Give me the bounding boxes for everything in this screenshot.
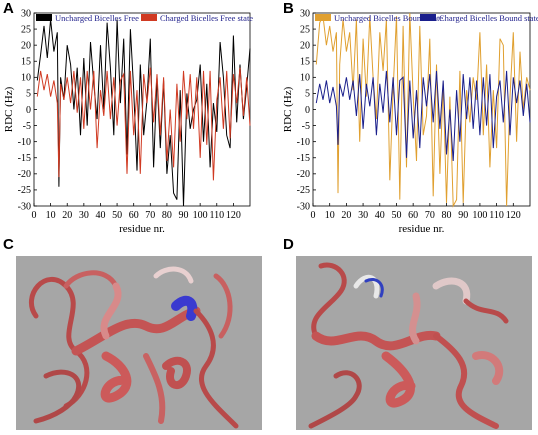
y-tick-label: -15 (297, 153, 310, 164)
panel-label-c: C (3, 236, 14, 253)
y-tick-label: 20 (300, 40, 310, 51)
x-tick-label: 80 (162, 210, 172, 221)
y-tick-label: 5 (305, 89, 310, 100)
y-tick-label: -30 (18, 201, 31, 212)
y-tick-label: -15 (18, 153, 31, 164)
legend-label-1: Uncharged Bicelles Bound state (334, 13, 443, 23)
y-tick-label: -25 (297, 185, 310, 196)
x-axis-label: residue nr. (119, 223, 165, 235)
series-line-1 (315, 12, 531, 208)
x-tick-label: 0 (311, 210, 316, 221)
x-tick-label: 110 (489, 210, 504, 221)
x-tick-label: 0 (32, 210, 37, 221)
x-tick-label: 50 (391, 210, 401, 221)
protein-ribbon-c-icon (28, 266, 239, 429)
y-tick-label: 25 (300, 24, 310, 35)
series-line-1 (36, 19, 251, 207)
x-tick-label: 10 (46, 210, 56, 221)
x-tick-label: 20 (341, 210, 351, 221)
panel-label-d: D (283, 236, 294, 253)
x-tick-label: 100 (472, 210, 487, 221)
x-tick-label: 30 (358, 210, 368, 221)
panel-label-a: A (3, 0, 14, 17)
x-tick-label: 40 (95, 210, 105, 221)
x-tick-label: 120 (506, 210, 521, 221)
y-tick-label: 25 (21, 24, 31, 35)
y-tick-label: 0 (305, 105, 310, 116)
x-tick-label: 90 (179, 210, 189, 221)
y-tick-label: 5 (26, 89, 31, 100)
chart-a: -30 -25 -20 -15 -10 -5 0 5 10 15 20 25 30 0 10 20 30 40 50… (3, 8, 253, 235)
y-tick-label: 20 (21, 40, 31, 51)
protein-ribbon-d-icon (308, 262, 509, 429)
y-tick-label: 10 (300, 73, 310, 84)
legend-swatch-1 (36, 14, 52, 21)
x-tick-label: 90 (458, 210, 468, 221)
y-axis-label: RDC (Hz) (3, 86, 15, 132)
y-tick-label: -20 (297, 169, 310, 180)
x-tick-label: 60 (408, 210, 418, 221)
x-tick-label: 80 (442, 210, 452, 221)
series-line-2 (36, 67, 251, 181)
x-tick-label: 20 (62, 210, 72, 221)
y-tick-label: 15 (21, 57, 31, 68)
x-tick-label: 110 (209, 210, 224, 221)
legend-label-1: Uncharged Bicelles Free state (55, 13, 157, 23)
protein-image-c (16, 256, 262, 430)
y-tick-label: -30 (297, 201, 310, 212)
x-tick-label: 70 (425, 210, 435, 221)
legend-swatch-2 (420, 14, 436, 21)
x-tick-label: 10 (325, 210, 335, 221)
y-tick-label: -20 (18, 169, 31, 180)
y-tick-label: 30 (300, 8, 310, 19)
legend-label-2: Charged Bicelles Free state (160, 13, 253, 23)
y-tick-label: 15 (300, 57, 310, 68)
x-axis-label: residue nr. (399, 223, 445, 235)
legend-swatch-1 (315, 14, 331, 21)
y-axis-label: RDC (Hz) (282, 86, 294, 132)
legend-swatch-2 (141, 14, 157, 21)
x-tick-label: 100 (193, 210, 208, 221)
y-tick-label: -10 (297, 137, 310, 148)
x-tick-label: 120 (226, 210, 241, 221)
legend-label-2: Charged Bicelles Bound state (439, 13, 538, 23)
x-tick-label: 30 (79, 210, 89, 221)
y-tick-label: -25 (18, 185, 31, 196)
series-line-2 (315, 70, 531, 162)
y-tick-label: 0 (26, 105, 31, 116)
y-tick-label: -5 (302, 121, 310, 132)
x-tick-label: 50 (112, 210, 122, 221)
protein-image-d (296, 256, 532, 430)
y-tick-label: 10 (21, 73, 31, 84)
y-tick-label: 30 (21, 8, 31, 19)
y-tick-label: -5 (23, 121, 31, 132)
x-tick-label: 40 (375, 210, 385, 221)
panel-label-b: B (283, 0, 294, 17)
x-tick-label: 70 (145, 210, 155, 221)
x-tick-label: 60 (129, 210, 139, 221)
y-tick-label: -10 (18, 137, 31, 148)
chart-b: -30 -25 -20 -15 -10 -5 0 5 10 15 20 25 30 0 10 20 30 40 50… (282, 8, 538, 235)
